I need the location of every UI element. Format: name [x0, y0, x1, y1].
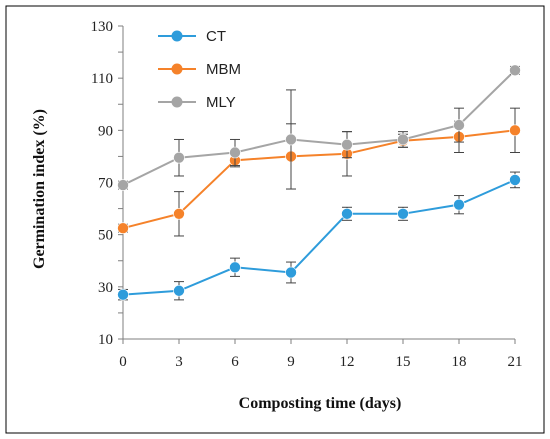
- y-axis-title: Germination index (%): [31, 109, 48, 269]
- legend-marker-ct: [171, 30, 183, 42]
- data-point-mly: [397, 133, 409, 146]
- y-tick-label: 50: [98, 228, 113, 244]
- legend-label-mly: MLY: [206, 94, 236, 111]
- data-point-mly: [509, 64, 521, 77]
- data-point-mbm: [509, 124, 521, 137]
- x-tick-label: 0: [119, 354, 127, 370]
- data-point-ct: [173, 284, 185, 297]
- legend-marker-mbm: [171, 63, 183, 75]
- x-tick-label: 21: [508, 354, 523, 370]
- chart-border: [5, 5, 545, 434]
- y-tick-label: 130: [91, 19, 114, 35]
- x-axis-ticks: 0 3 6 9 12 15 18 21: [119, 339, 523, 370]
- x-tick-label: 12: [340, 354, 355, 370]
- y-tick-label: 10: [98, 332, 113, 348]
- data-point-mbm: [117, 222, 129, 234]
- data-point-mly: [453, 119, 465, 131]
- data-point-ct: [117, 288, 129, 301]
- x-tick-label: 18: [452, 354, 467, 370]
- series-mly: [117, 64, 521, 191]
- x-tick-label: 6: [231, 354, 239, 370]
- x-tick-label: 15: [396, 354, 411, 370]
- data-point-ct: [509, 174, 521, 186]
- y-tick-label: 110: [91, 71, 113, 87]
- data-point-mly: [173, 151, 185, 164]
- series-line-mly: [122, 69, 516, 187]
- data-point-mbm: [173, 208, 185, 220]
- data-point-ct: [341, 208, 353, 220]
- data-point-mly: [341, 138, 353, 151]
- data-point-mly: [117, 179, 129, 191]
- series-line-mbm: [122, 129, 516, 230]
- y-tick-label: 90: [98, 123, 113, 139]
- legend: CT MBM MLY: [158, 28, 241, 111]
- data-series: [117, 64, 521, 301]
- x-tick-label: 3: [175, 354, 183, 370]
- data-point-ct: [397, 208, 409, 220]
- data-point-mly: [229, 146, 241, 159]
- legend-label-ct: CT: [206, 28, 226, 45]
- x-axis-title: Composting time (days): [239, 395, 402, 412]
- data-point-ct: [285, 266, 297, 279]
- data-point-ct: [229, 261, 241, 274]
- y-tick-label: 30: [98, 280, 113, 296]
- y-tick-label: 70: [98, 176, 113, 192]
- x-tick-label: 9: [287, 354, 295, 370]
- data-point-mly: [285, 133, 297, 146]
- legend-label-mbm: MBM: [206, 61, 241, 78]
- series-line-ct: [122, 178, 516, 296]
- series-ct: [117, 171, 521, 301]
- legend-marker-mly: [171, 96, 183, 108]
- data-point-ct: [453, 198, 465, 211]
